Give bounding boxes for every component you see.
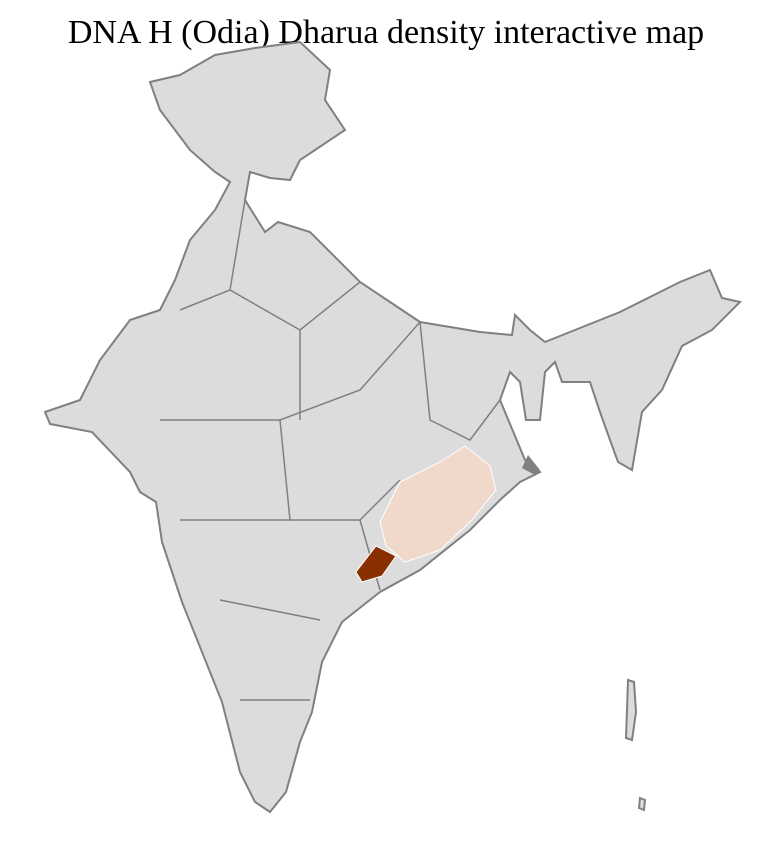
region-low-density[interactable]	[379, 445, 497, 563]
state-border-line	[219, 599, 321, 621]
nicobar-islands[interactable]	[637, 796, 647, 812]
map-title: DNA H (Odia) Dharua density interactive …	[67, 14, 705, 51]
state-border-line	[160, 321, 421, 421]
sundarbans	[522, 455, 540, 475]
state-border-line	[419, 321, 501, 441]
state-border-line	[279, 419, 401, 521]
region-high-density[interactable]	[355, 545, 397, 583]
state-borders	[160, 199, 501, 701]
andaman-islands[interactable]	[624, 678, 638, 742]
india-outline[interactable]	[43, 40, 742, 814]
